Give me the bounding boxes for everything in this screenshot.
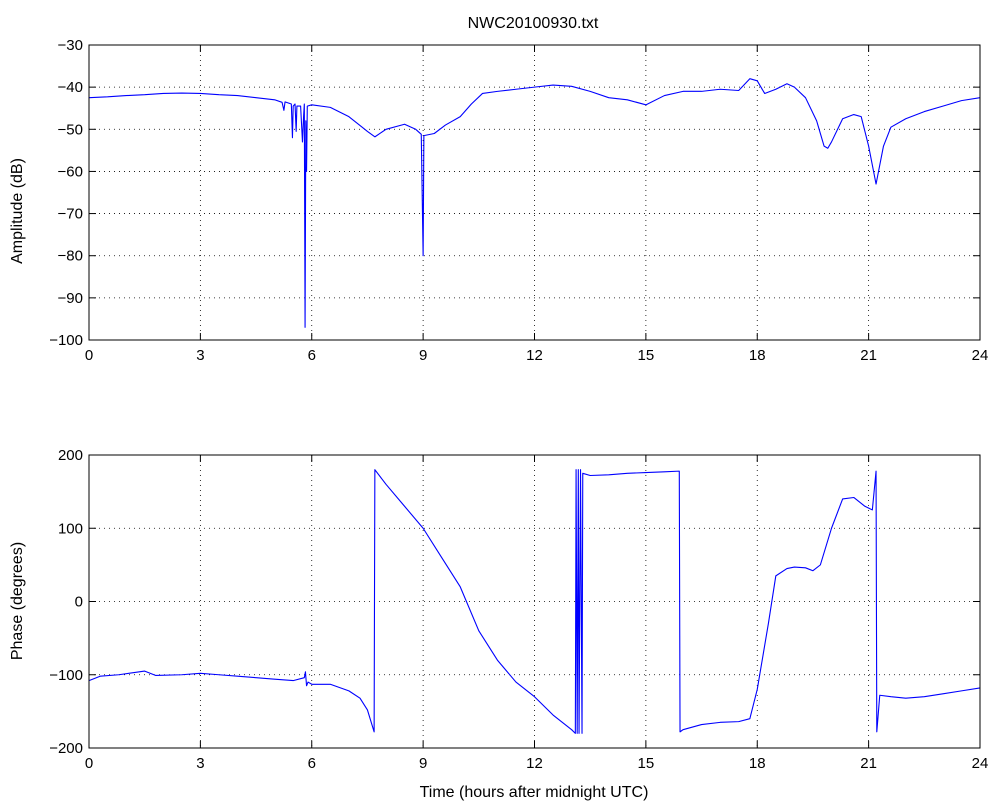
amplitude-xtick-label: 12 <box>526 347 543 364</box>
amplitude-ytick-label: −90 <box>58 290 83 307</box>
phase-ytick-label: 0 <box>75 594 83 611</box>
amplitude-xtick-label: 18 <box>749 347 766 364</box>
amplitude-xtick-label: 24 <box>972 347 989 364</box>
amplitude-xtick-label: 3 <box>196 347 204 364</box>
amplitude-xtick-label: 15 <box>638 347 655 364</box>
phase-xtick-label: 15 <box>638 755 655 772</box>
phase-ylabel: Phase (degrees) <box>9 542 26 660</box>
amplitude-ytick-label: −70 <box>58 206 83 223</box>
amplitude-ytick-label: −30 <box>58 37 83 54</box>
amplitude-xtick-label: 21 <box>860 347 877 364</box>
amplitude-ytick-label: −100 <box>49 332 83 349</box>
phase-xtick-label: 21 <box>860 755 877 772</box>
amplitude-xtick-label: 9 <box>419 347 427 364</box>
phase-xtick-label: 9 <box>419 755 427 772</box>
amplitude-ylabel: Amplitude (dB) <box>9 158 26 264</box>
phase-ytick-label: −100 <box>49 667 83 684</box>
amplitude-ytick-label: −60 <box>58 163 83 180</box>
chart-title: NWC20100930.txt <box>468 15 599 32</box>
phase-ytick-label: 200 <box>58 447 83 464</box>
phase-xtick-label: 3 <box>196 755 204 772</box>
phase-xtick-label: 18 <box>749 755 766 772</box>
amplitude-ytick-label: −50 <box>58 121 83 138</box>
phase-panel: Phase (degrees) Time (hours after midnig… <box>9 447 988 801</box>
phase-series-line <box>88 469 981 734</box>
phase-ytick-label: 100 <box>58 520 83 537</box>
amplitude-panel: Amplitude (dB) 0 3 6 9 12 15 18 21 24 −100 −90 −80 −… <box>9 37 988 364</box>
amplitude-ytick-label: −40 <box>58 79 83 96</box>
phase-ytick-label: −200 <box>49 740 83 757</box>
phase-xtick-label: 6 <box>308 755 316 772</box>
amplitude-series-line <box>88 78 981 328</box>
phase-xlabel: Time (hours after midnight UTC) <box>420 784 649 801</box>
phase-xtick-label: 12 <box>526 755 543 772</box>
amplitude-xtick-label: 6 <box>308 347 316 364</box>
phase-xtick-label: 24 <box>972 755 989 772</box>
amplitude-xtick-label: 0 <box>85 347 93 364</box>
phase-xtick-label: 0 <box>85 755 93 772</box>
amplitude-ytick-label: −80 <box>58 248 83 265</box>
